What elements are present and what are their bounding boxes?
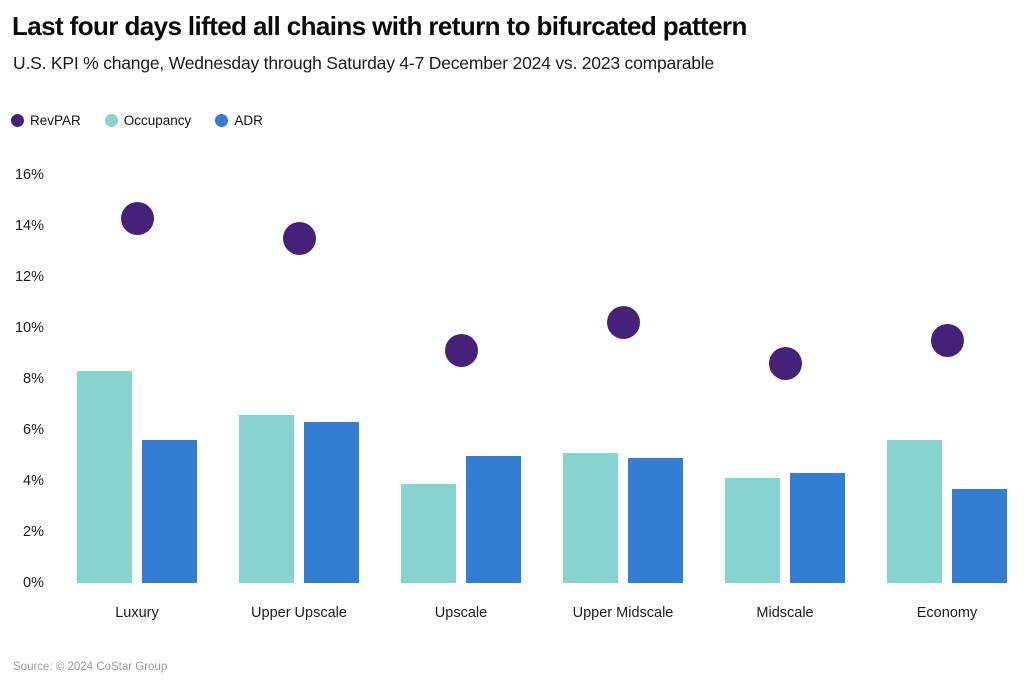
adr-bar (628, 458, 683, 583)
adr-bar (952, 488, 1007, 583)
adr-bar (790, 473, 845, 583)
occupancy-bar (401, 483, 456, 583)
revpar-dot (930, 324, 964, 358)
source-note: Source: © 2024 CoStar Group (13, 661, 168, 673)
revpar-dot (120, 201, 154, 235)
x-axis-category-label: Midscale (756, 605, 814, 621)
y-axis-tick-label: 16% (14, 167, 44, 183)
y-axis-tick-label: 2% (23, 524, 44, 540)
y-axis-tick-label: 4% (23, 473, 44, 489)
chart-title: Last four days lifted all chains with re… (12, 11, 747, 41)
legend-dot-icon (104, 114, 118, 127)
legend-label: Occupancy (123, 113, 192, 128)
y-axis-tick-label: 12% (14, 269, 44, 285)
legend-item-revpar: RevPAR (11, 113, 81, 128)
revpar-dot (282, 222, 316, 256)
occupancy-bar (77, 371, 132, 583)
x-axis-category-label: Economy (916, 605, 978, 621)
adr-bar (142, 440, 197, 583)
x-axis-category-label: Upper Midscale (572, 605, 674, 621)
adr-bar (466, 455, 521, 583)
revpar-dot (444, 334, 478, 368)
x-axis-category-label: Upscale (434, 605, 488, 621)
legend-label: ADR (234, 113, 263, 128)
y-axis-tick-label: 6% (23, 422, 44, 438)
occupancy-bar (725, 478, 780, 583)
occupancy-bar (239, 414, 294, 583)
x-axis-category-label: Luxury (115, 605, 159, 621)
y-axis-tick-label: 10% (14, 320, 44, 336)
revpar-dot (768, 347, 802, 381)
occupancy-bar (563, 452, 618, 583)
y-axis-tick-label: 0% (23, 575, 44, 591)
revpar-dot (606, 306, 640, 340)
legend-label: RevPAR (30, 113, 81, 128)
legend: RevPAR Occupancy ADR (11, 113, 263, 128)
chart-subtitle: U.S. KPI % change, Wednesday through Sat… (13, 53, 714, 73)
y-axis-tick-label: 14% (14, 218, 44, 234)
adr-bar (304, 422, 359, 583)
legend-item-adr: ADR (215, 113, 263, 128)
legend-dot-icon (11, 114, 24, 127)
occupancy-bar (887, 440, 942, 583)
y-axis-tick-label: 8% (23, 371, 44, 387)
legend-dot-icon (215, 114, 229, 127)
legend-item-occupancy: Occupancy (104, 113, 192, 128)
x-axis-category-label: Upper Upscale (251, 605, 347, 621)
